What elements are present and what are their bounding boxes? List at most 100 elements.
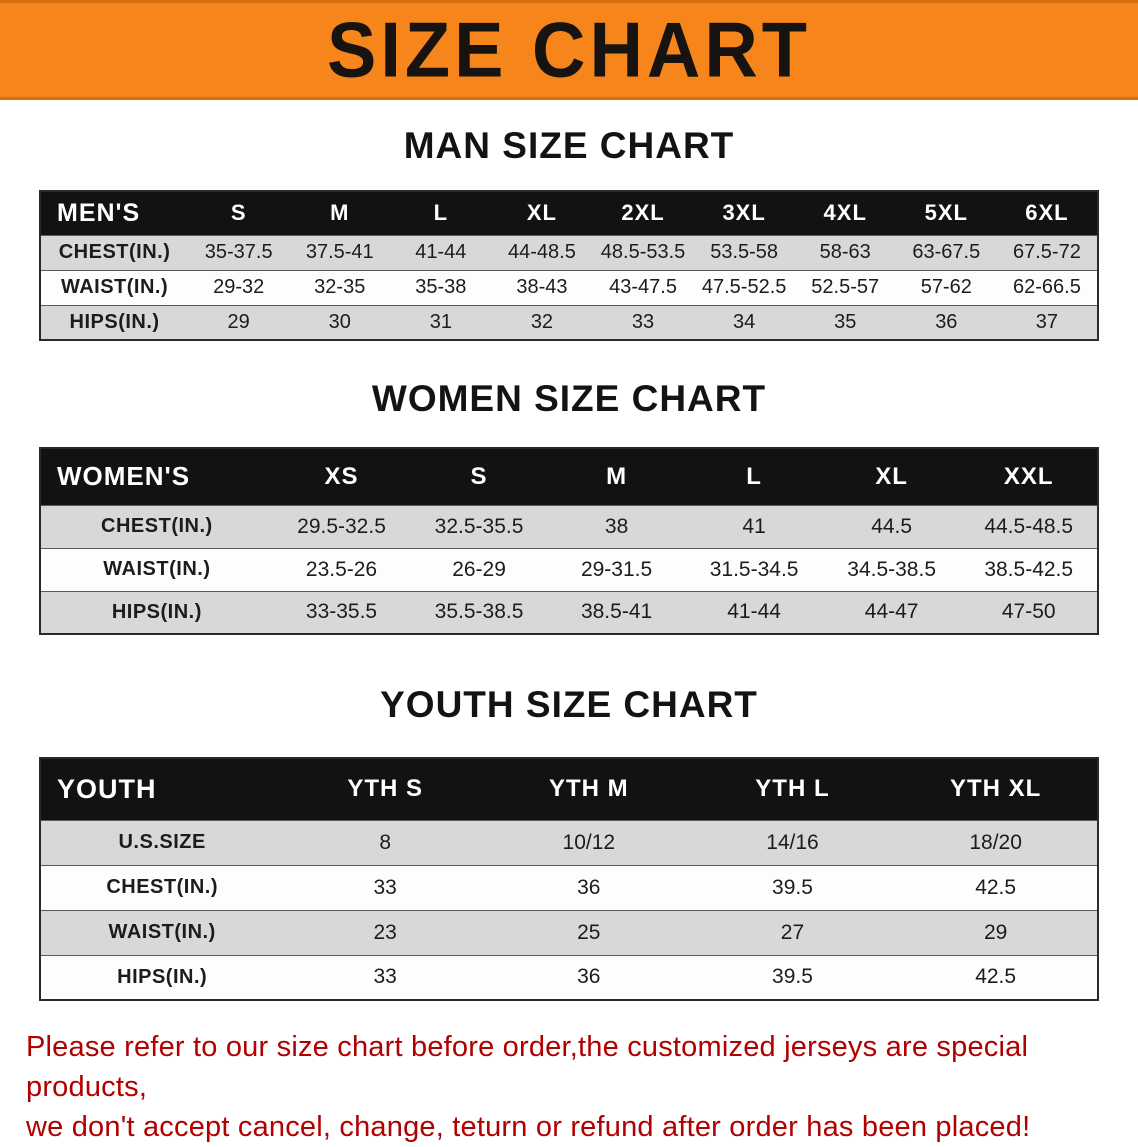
size-value-cell: 23.5-26: [272, 547, 411, 592]
size-value-cell: 39.5: [690, 954, 895, 1001]
size-value-cell: 29-31.5: [547, 547, 686, 592]
size-column-header: M: [289, 190, 391, 236]
women-size-table: WOMEN'S XS S M L XL XXL CHEST(IN.) 29.5-32.5 32.5…: [39, 447, 1099, 635]
measurement-label: CHEST(IN.): [40, 234, 189, 271]
women-size-chart-section: WOMEN SIZE CHART WOMEN'S XS S M L XL XXL CHEST(…: [0, 377, 1138, 635]
size-value-cell: 37.5-41: [289, 234, 391, 271]
size-value-cell: 41-44: [685, 590, 823, 635]
size-value-cell: 57-62: [895, 269, 997, 306]
size-value-cell: 8: [283, 819, 487, 866]
size-value-cell: 32: [491, 304, 593, 341]
size-value-cell: 42.5: [894, 864, 1098, 911]
size-value-cell: 47.5-52.5: [693, 269, 795, 306]
table-row: HIPS(IN.) 33-35.5 35.5-38.5 38.5-41 41-44 44-…: [40, 590, 1098, 635]
size-value-cell: 33: [592, 304, 694, 341]
size-value-cell: 47-50: [960, 590, 1098, 635]
size-column-header: 5XL: [895, 190, 997, 236]
size-value-cell: 29-32: [188, 269, 290, 306]
size-column-header: YTH M: [486, 757, 691, 821]
table-row: U.S.SIZE 8 10/12 14/16 18/20: [40, 819, 1098, 866]
size-value-cell: 44.5-48.5: [960, 504, 1098, 549]
men-size-table: MEN'S S M L XL 2XL 3XL 4XL 5XL 6XL CHEST(IN.) 35-37…: [39, 190, 1099, 341]
measurement-label: WAIST(IN.): [40, 269, 189, 306]
table-header-row: YOUTH YTH S YTH M YTH L YTH XL: [40, 757, 1098, 821]
size-value-cell: 29: [188, 304, 290, 341]
size-column-header: XL: [822, 447, 961, 506]
table-corner-label: MEN'S: [40, 190, 189, 236]
size-column-header: YTH XL: [894, 757, 1098, 821]
size-column-header: YTH S: [283, 757, 487, 821]
size-value-cell: 34: [693, 304, 795, 341]
youth-size-table: YOUTH YTH S YTH M YTH L YTH XL U.S.SIZE 8 10/12…: [39, 757, 1099, 1001]
size-value-cell: 62-66.5: [996, 269, 1098, 306]
size-value-cell: 35-38: [390, 269, 492, 306]
size-value-cell: 27: [690, 909, 895, 956]
size-value-cell: 25: [486, 909, 691, 956]
size-value-cell: 38: [547, 504, 686, 549]
table-row: HIPS(IN.) 29 30 31 32 33 34 35 36 37: [40, 304, 1098, 341]
table-row: CHEST(IN.) 33 36 39.5 42.5: [40, 864, 1098, 911]
size-value-cell: 42.5: [894, 954, 1098, 1001]
size-value-cell: 44-48.5: [491, 234, 593, 271]
size-value-cell: 41: [685, 504, 823, 549]
size-value-cell: 14/16: [690, 819, 895, 866]
table-row: CHEST(IN.) 35-37.5 37.5-41 41-44 44-48.5 48.5…: [40, 234, 1098, 271]
size-column-header: L: [390, 190, 492, 236]
size-value-cell: 35-37.5: [188, 234, 290, 271]
size-value-cell: 63-67.5: [895, 234, 997, 271]
size-value-cell: 38.5-42.5: [960, 547, 1098, 592]
size-value-cell: 38.5-41: [547, 590, 686, 635]
youth-section-heading: YOUTH SIZE CHART: [380, 684, 758, 725]
size-column-header: 4XL: [794, 190, 896, 236]
measurement-label: CHEST(IN.): [40, 504, 273, 549]
table-row: HIPS(IN.) 33 36 39.5 42.5: [40, 954, 1098, 1001]
size-value-cell: 18/20: [894, 819, 1098, 866]
size-value-cell: 36: [486, 954, 691, 1001]
table-header-row: MEN'S S M L XL 2XL 3XL 4XL 5XL 6XL: [40, 190, 1098, 236]
size-value-cell: 31.5-34.5: [685, 547, 823, 592]
size-value-cell: 10/12: [486, 819, 691, 866]
size-value-cell: 33: [283, 864, 487, 911]
size-value-cell: 44-47: [822, 590, 961, 635]
size-value-cell: 39.5: [690, 864, 895, 911]
size-value-cell: 41-44: [390, 234, 492, 271]
measurement-label: HIPS(IN.): [40, 954, 284, 1001]
size-column-header: M: [547, 447, 686, 506]
table-corner-label: YOUTH: [40, 757, 284, 821]
size-column-header: XXL: [960, 447, 1098, 506]
size-value-cell: 31: [390, 304, 492, 341]
size-value-cell: 37: [996, 304, 1098, 341]
table-row: WAIST(IN.) 29-32 32-35 35-38 38-43 43-47.5 47.…: [40, 269, 1098, 306]
measurement-label: HIPS(IN.): [40, 590, 273, 635]
table-row: WAIST(IN.) 23 25 27 29: [40, 909, 1098, 956]
table-row: WAIST(IN.) 23.5-26 26-29 29-31.5 31.5-34.5 34…: [40, 547, 1098, 592]
size-value-cell: 44.5: [822, 504, 961, 549]
size-column-header: S: [188, 190, 290, 236]
size-value-cell: 35.5-38.5: [410, 590, 548, 635]
disclaimer: Please refer to our size chart before or…: [26, 1027, 1112, 1147]
size-value-cell: 34.5-38.5: [822, 547, 961, 592]
size-value-cell: 26-29: [410, 547, 548, 592]
size-value-cell: 23: [283, 909, 487, 956]
size-value-cell: 53.5-58: [693, 234, 795, 271]
size-value-cell: 29.5-32.5: [272, 504, 411, 549]
banner: SIZE CHART: [0, 0, 1138, 100]
table-corner-label: WOMEN'S: [40, 447, 273, 506]
size-value-cell: 33-35.5: [272, 590, 411, 635]
size-column-header: YTH L: [690, 757, 895, 821]
women-section-heading: WOMEN SIZE CHART: [371, 378, 767, 419]
measurement-label: CHEST(IN.): [40, 864, 284, 911]
size-value-cell: 30: [289, 304, 391, 341]
table-row: CHEST(IN.) 29.5-32.5 32.5-35.5 38 41 44.5 44.5…: [40, 504, 1098, 549]
measurement-label: U.S.SIZE: [40, 819, 284, 866]
size-value-cell: 43-47.5: [592, 269, 694, 306]
size-value-cell: 67.5-72: [996, 234, 1098, 271]
size-value-cell: 58-63: [794, 234, 896, 271]
size-value-cell: 36: [486, 864, 691, 911]
size-value-cell: 29: [894, 909, 1098, 956]
size-value-cell: 52.5-57: [794, 269, 896, 306]
men-size-chart-section: MAN SIZE CHART MEN'S S M L XL 2XL 3XL 4XL 5XL 6XL…: [0, 124, 1138, 341]
size-value-cell: 32.5-35.5: [410, 504, 548, 549]
size-value-cell: 36: [895, 304, 997, 341]
